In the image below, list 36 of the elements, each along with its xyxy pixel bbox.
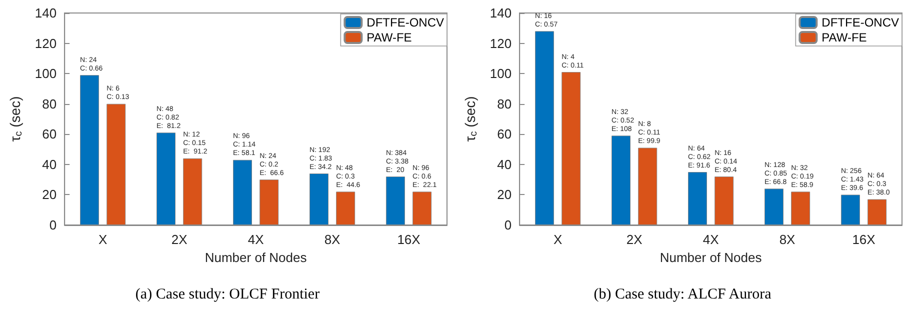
y-tick-label: 100: [490, 66, 512, 82]
x-tick-label: 4X: [248, 232, 264, 247]
y-tick-label: 140: [34, 6, 57, 20]
y-axis-title: τc (sec): [7, 96, 24, 142]
y-tick-label: 40: [497, 156, 512, 172]
text: (b) Case study: ALCF Aurora: [594, 286, 772, 302]
y-tick-label: 40: [42, 156, 57, 172]
y-tick-label: 60: [497, 126, 512, 142]
x-axis-title: Number of Nodes: [660, 250, 762, 265]
text: (a) Case study: OLCF Frontier: [135, 286, 320, 302]
y-tick-label: 140: [490, 6, 512, 20]
y-tick-label: 0: [49, 218, 57, 232]
y-tick-label: 100: [34, 66, 57, 82]
y-tick-label: 20: [42, 187, 57, 202]
y-tick-label: 60: [42, 126, 57, 142]
y-tick-label: 80: [42, 96, 57, 112]
legend-label: PAW-FE: [822, 30, 867, 44]
y-tick-label: 20: [497, 187, 512, 202]
y-tick-label: 80: [497, 96, 512, 112]
legend-label: DFTFE-ONCV: [366, 16, 444, 30]
y-tick-label: 120: [490, 36, 512, 51]
x-axis-title: Number of Nodes: [204, 250, 308, 265]
y-tick-label: 0: [504, 218, 512, 232]
x-tick-label: 16X: [397, 232, 421, 247]
x-tick-label: X: [553, 232, 562, 247]
x-tick-label: 8X: [324, 232, 341, 247]
x-tick-label: 2X: [171, 232, 188, 247]
x-tick-label: 2X: [626, 232, 643, 247]
x-tick-label: 16X: [852, 232, 876, 247]
legend-label: DFTFE-ONCV: [822, 16, 899, 30]
legend-label: PAW-FE: [366, 30, 412, 44]
x-tick-label: X: [98, 232, 108, 247]
x-tick-label: 4X: [702, 232, 720, 247]
y-tick-label: 120: [34, 36, 57, 51]
y-axis-title: τc (sec): [462, 96, 480, 142]
x-tick-label: 8X: [779, 232, 796, 247]
